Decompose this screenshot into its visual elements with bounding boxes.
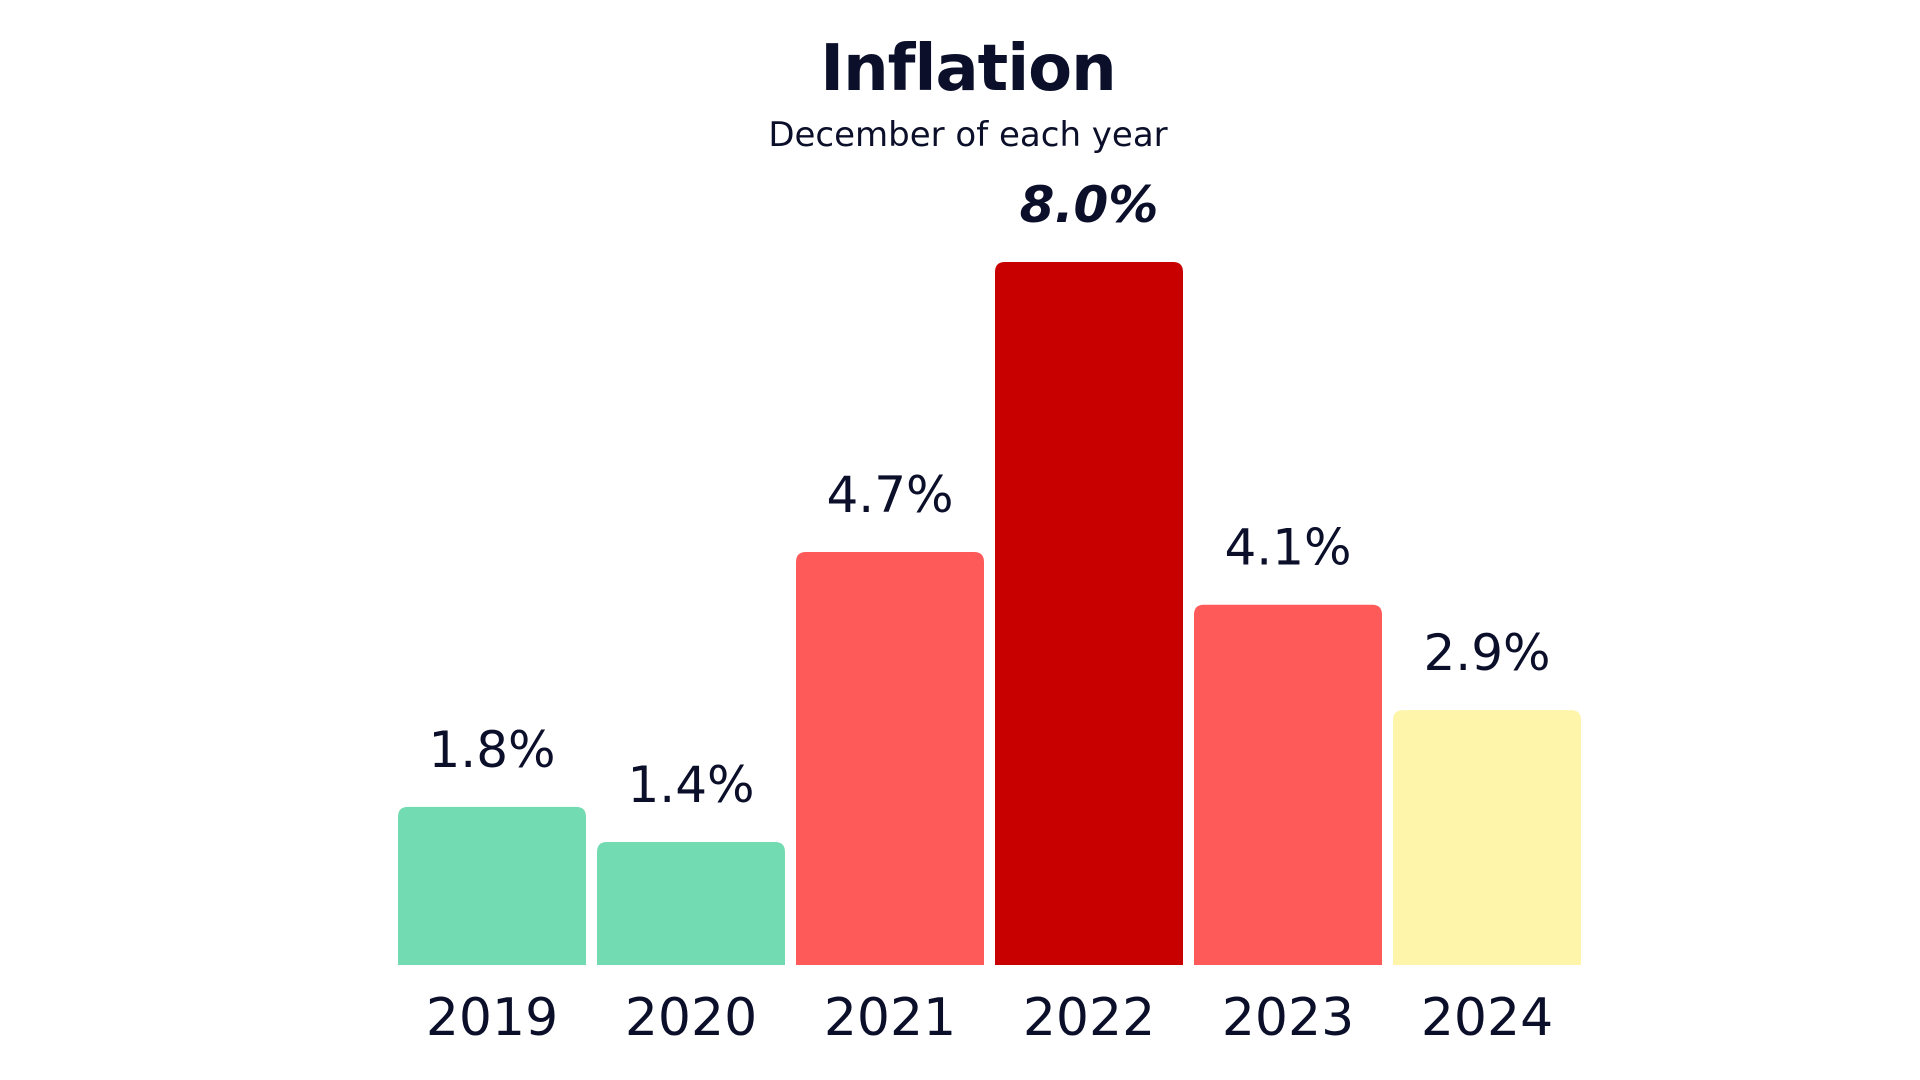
chart-subtitle: December of each year	[768, 115, 1167, 155]
bar-2024	[1393, 710, 1581, 965]
x-tick-label-2019: 2019	[426, 988, 558, 1048]
x-tick-label-2020: 2020	[625, 988, 757, 1048]
bar-2019	[398, 806, 586, 965]
value-label-2023: 4.1%	[1224, 519, 1351, 577]
x-axis-tick-labels: 2019 2020 2021 2022 2023 2024	[426, 988, 1553, 1048]
value-labels-group: 1.8% 1.4% 4.7% 8.0% 4.1% 2.9%	[428, 176, 1550, 814]
bars-group	[398, 262, 1581, 965]
value-label-2021: 4.7%	[826, 466, 953, 524]
x-tick-label-2024: 2024	[1421, 988, 1553, 1048]
bar-2023	[1194, 604, 1382, 965]
bar-2022	[995, 262, 1183, 965]
value-label-2022: 8.0%	[1020, 176, 1159, 234]
chart-title: Inflation	[820, 32, 1115, 106]
x-tick-label-2022: 2022	[1023, 988, 1155, 1048]
value-label-2024: 2.9%	[1423, 624, 1550, 682]
bar-2021	[796, 551, 984, 965]
x-tick-label-2021: 2021	[824, 988, 956, 1048]
value-label-2020: 1.4%	[627, 756, 754, 814]
x-tick-label-2023: 2023	[1222, 988, 1354, 1048]
bar-2020	[597, 841, 785, 965]
value-label-2019: 1.8%	[428, 721, 555, 779]
